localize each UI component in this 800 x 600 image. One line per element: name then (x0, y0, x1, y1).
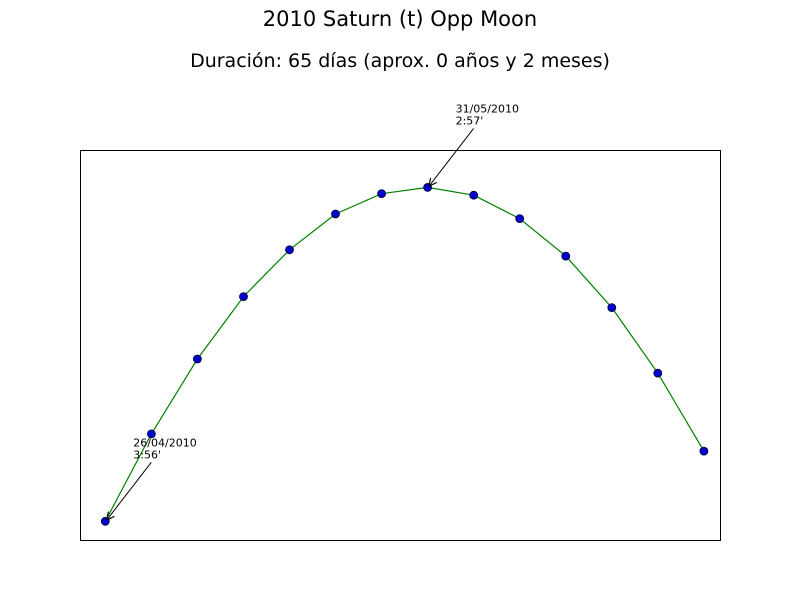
annotation-label: 31/05/2010 2:57' (456, 102, 519, 127)
chart-subtitle: Duración: 65 días (aprox. 0 años y 2 mes… (190, 50, 610, 72)
annotation-arrow (107, 461, 152, 519)
data-point (653, 368, 663, 378)
data-point (469, 190, 479, 200)
data-point (561, 251, 571, 261)
data-point (331, 209, 340, 219)
annotation-label: 26/04/2010 3:56' (133, 436, 196, 461)
annotation-layer: 26/04/2010 3:56' 31/05/2010 2:57' (107, 102, 519, 519)
series-layer (100, 182, 709, 526)
chart-title: 2010 Saturn (t) Opp Moon (262, 7, 538, 31)
annotation-arrow (430, 128, 474, 185)
plot-frame (80, 150, 721, 541)
data-point (192, 354, 202, 364)
data-point (239, 292, 248, 302)
series-line-0 (104, 186, 705, 522)
data-point (146, 429, 156, 439)
data-point (699, 446, 709, 456)
data-point (285, 245, 294, 255)
data-point (515, 214, 525, 224)
data-point (607, 303, 617, 313)
data-point (377, 189, 387, 199)
